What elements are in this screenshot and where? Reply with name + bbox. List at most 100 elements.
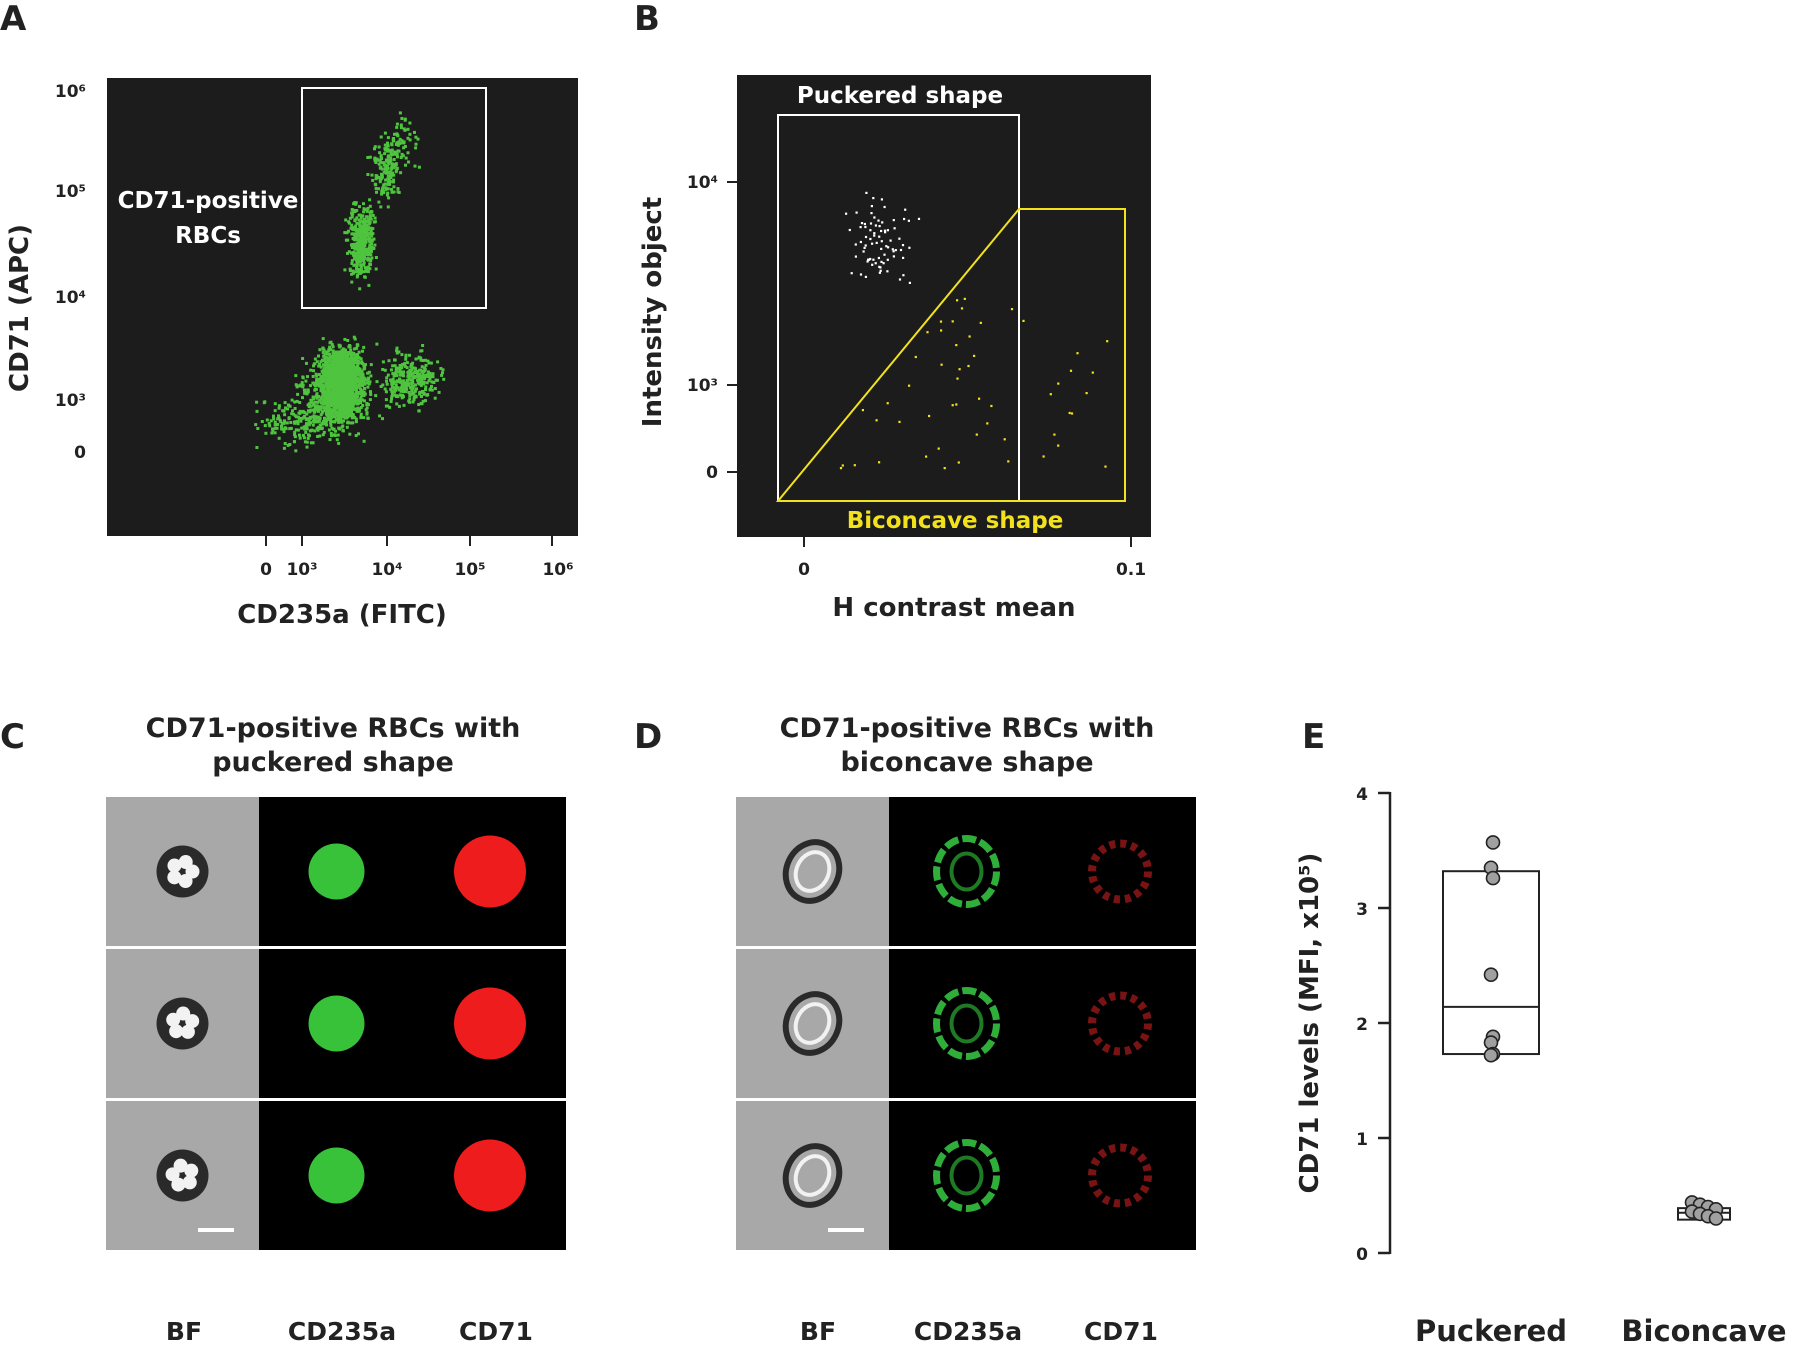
panel-a-event-dot (355, 216, 359, 220)
panel-b-puckered-dot (908, 246, 911, 249)
panel-a-event-dot (408, 132, 412, 136)
panel-a-event-dot (309, 398, 313, 402)
panel-a-event-dot (390, 143, 394, 147)
panel-a-y-tick: 10⁵ (55, 182, 86, 202)
cell-image-tile (1044, 1101, 1196, 1250)
panel-a-event-dot (366, 376, 370, 380)
panel-a-event-dot (341, 429, 345, 433)
panel-a-event-dot (332, 377, 336, 381)
panel-a-event-dot (295, 415, 298, 419)
panel-a-event-dot (323, 373, 327, 377)
panel-a-event-dot (333, 396, 337, 400)
panel-a-event-dot (354, 236, 358, 240)
panel-a-event-dot (333, 412, 337, 416)
panel-a-event-dot (358, 378, 362, 382)
panel-a-event-dot (260, 420, 264, 423)
brightfield-cell (156, 997, 209, 1050)
panel-a-event-dot (403, 362, 407, 366)
panel-a-event-dot (321, 399, 325, 403)
panel-a-event-dot (398, 378, 402, 382)
panel-a-event-dot (316, 415, 320, 419)
panel-a-event-dot (395, 402, 399, 406)
panel-a-event-dot (337, 403, 341, 407)
panel-a-event-dot (409, 365, 413, 369)
panel-a-event-dot (430, 388, 434, 392)
panel-a-event-dot (333, 375, 337, 378)
panel-a-event-dot (325, 404, 329, 407)
panel-a-event-dot (362, 210, 366, 214)
panel-a-event-dot (297, 415, 300, 419)
panel-b-biconcave-dot (925, 455, 928, 458)
panel-a-event-dot (358, 205, 361, 209)
panel-a-event-dot (381, 417, 384, 421)
panel-a-event-dot (347, 364, 351, 368)
panel-a-event-dot (337, 369, 341, 373)
panel-e-category-label: Puckered (1415, 1314, 1567, 1348)
panel-b-puckered-dot (874, 224, 877, 227)
panel-a-event-dot (324, 355, 328, 359)
panel-a-event-dot (391, 372, 395, 376)
panel-a-event-dot (366, 156, 370, 159)
panel-a-event-dot (337, 389, 341, 393)
panel-a-event-dot (361, 404, 365, 407)
panel-a-event-dot (303, 440, 307, 444)
panel-a-event-dot (363, 364, 367, 368)
panel-a-event-dot (305, 361, 308, 365)
panel-a-event-dot (334, 354, 338, 358)
panel-a-event-dot (382, 161, 386, 165)
panel-a-event-dot (282, 421, 286, 425)
panel-a-event-dot (360, 360, 364, 364)
panel-a-event-dot (340, 407, 344, 411)
panel-a-event-dot (323, 396, 327, 400)
panel-b-biconcave-dot (940, 363, 943, 366)
panel-a-event-dot (334, 372, 338, 376)
panel-a-event-dot (292, 412, 296, 416)
panel-b-puckered-dot (877, 219, 880, 222)
panel-a-event-dot (294, 428, 298, 432)
panel-a-event-dot (283, 419, 286, 423)
panel-a-event-dot (342, 415, 346, 419)
panel-a-x-label: CD235a (FITC) (237, 600, 447, 630)
panel-a-event-dot (306, 375, 309, 379)
cd71-cell (1088, 839, 1152, 904)
panel-b-biconcave-dot (956, 377, 959, 380)
panel-a-event-dot (387, 196, 391, 200)
panel-a-event-dot (371, 232, 375, 236)
panel-a-event-dot (398, 137, 402, 141)
panel-a-event-dot (276, 423, 280, 426)
panel-a-event-dot (365, 412, 369, 416)
panel-b-biconcave-dot (1106, 340, 1109, 343)
panel-a-event-dot (359, 216, 363, 219)
panel-a-event-dot (299, 419, 303, 423)
panel-a-event-dot (296, 392, 300, 396)
panel-a-event-dot (318, 407, 322, 411)
panel-a-event-dot (378, 414, 382, 418)
panel-a-event-dot (392, 374, 396, 378)
panel-a-event-dot (361, 373, 365, 377)
brightfield-cell-detail (185, 1014, 200, 1029)
panel-a-event-dot (346, 251, 349, 255)
panel-a-event-dot (363, 237, 367, 241)
panel-a-event-dot (316, 400, 320, 404)
panel-a-event-dot (365, 247, 369, 251)
panel-a-event-dot (329, 355, 333, 359)
panel-a-event-dot (328, 352, 331, 356)
panel-a-event-dot (377, 158, 381, 162)
panel-b-biconcave-dot (914, 355, 917, 359)
panel-a-event-dot (412, 395, 416, 399)
panel-a-event-dot (400, 370, 404, 374)
panel-a-event-dot (361, 220, 365, 224)
panel-a-event-dot (332, 400, 336, 404)
panel-a-event-dot (293, 430, 297, 434)
panel-a-event-dot (318, 426, 322, 429)
panel-a-event-dot (424, 399, 427, 403)
panel-a-event-dot (290, 412, 294, 416)
panel-a-event-dot (336, 416, 340, 420)
panel-a-event-dot (350, 262, 354, 265)
panel-a-event-dot (354, 244, 358, 248)
panel-a-event-dot (426, 393, 430, 397)
panel-a-event-dot (354, 400, 358, 404)
panel-a-event-dot (346, 355, 350, 359)
panel-a-event-dot (338, 383, 342, 387)
panel-b-puckered-dot (908, 281, 911, 284)
